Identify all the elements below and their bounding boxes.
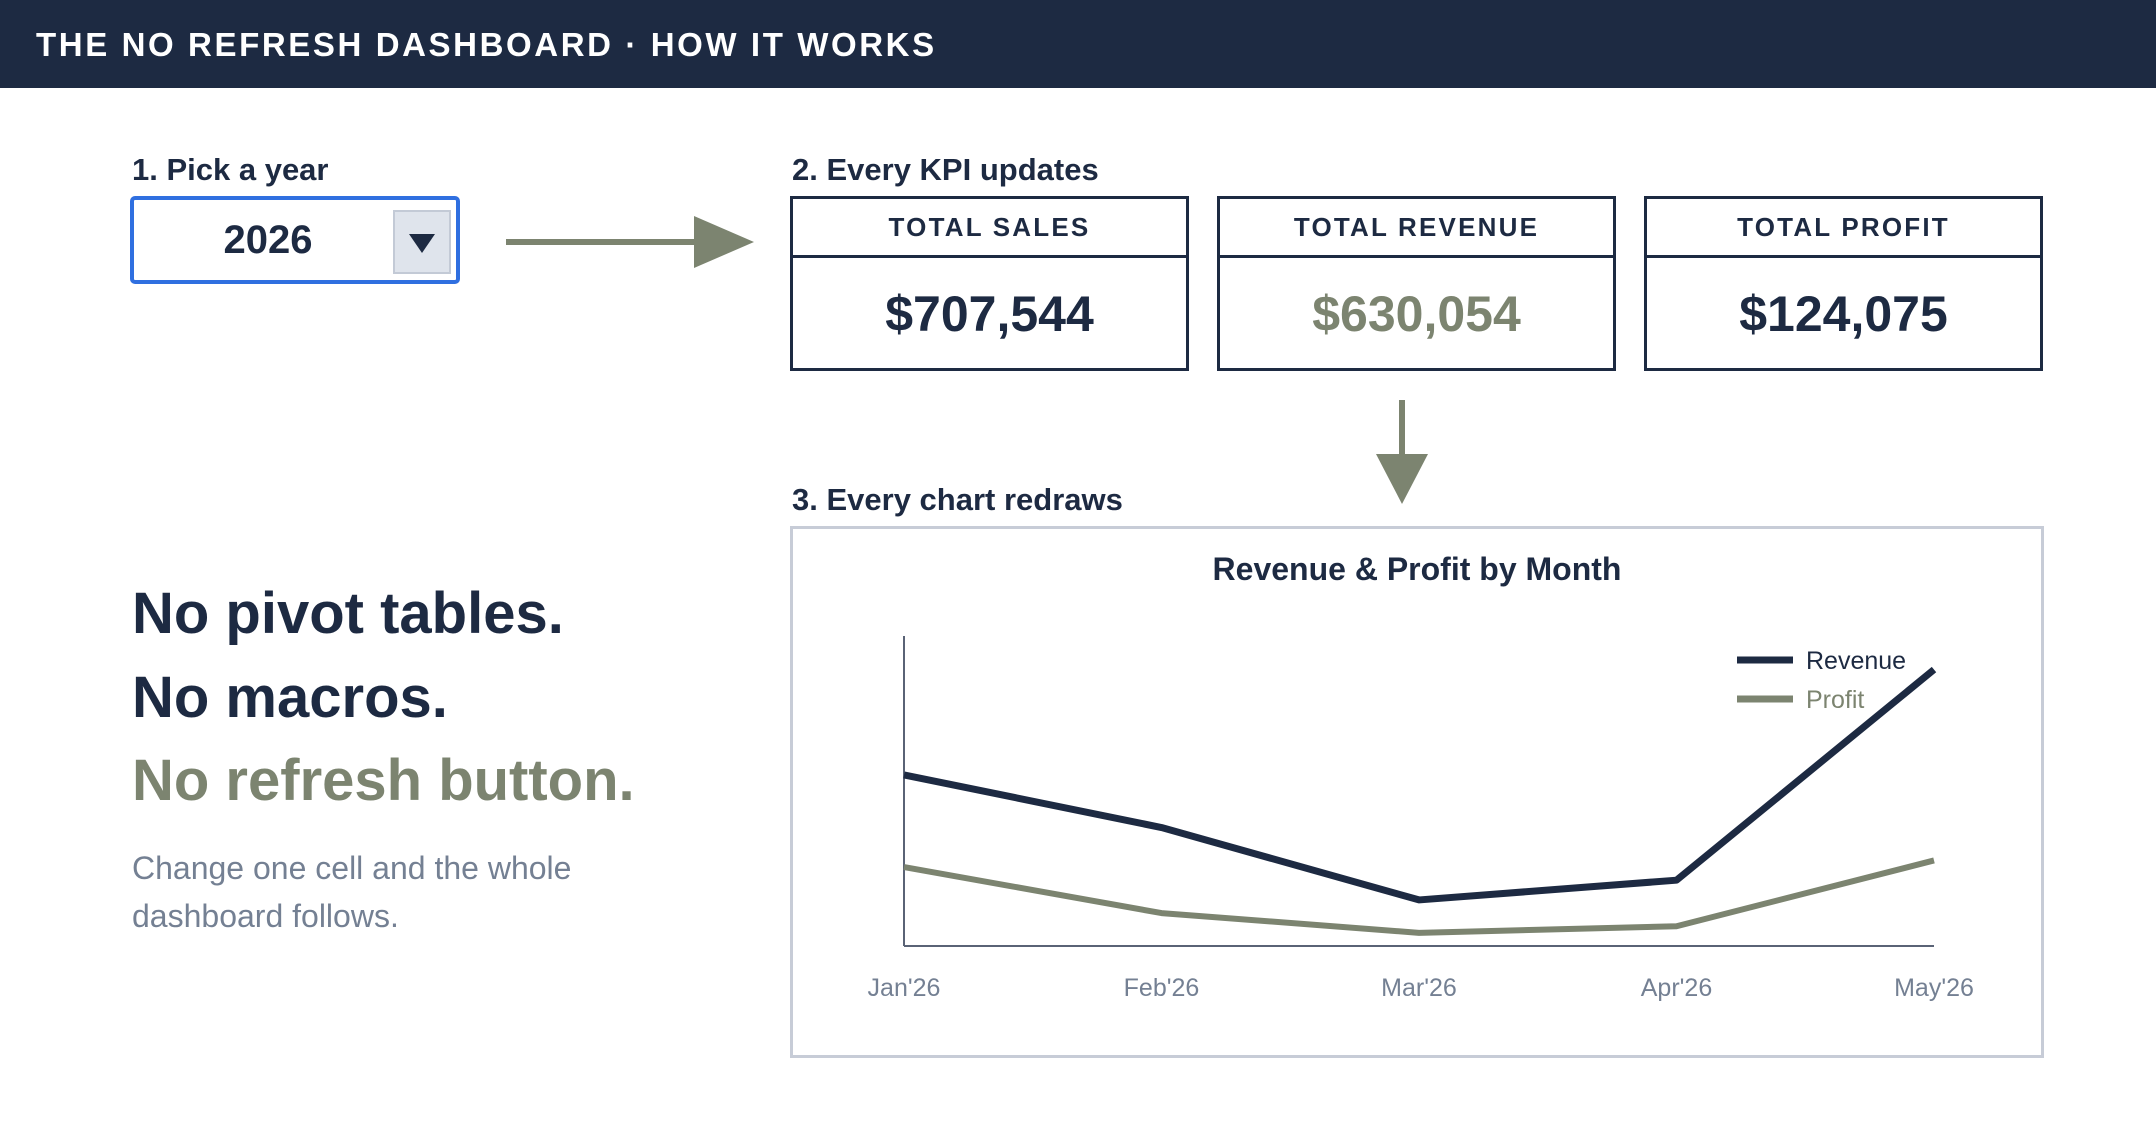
chart-panel: Revenue & Profit by Month Jan'26 Feb'26 Mar… xyxy=(790,526,2044,1058)
year-dropdown[interactable]: 2026 xyxy=(130,196,460,284)
step-pick-year-label: 1. Pick a year xyxy=(132,152,329,187)
x-tick-label: May'26 xyxy=(1894,974,1974,1002)
header-bar: THE NO REFRESH DASHBOARD · HOW IT WORKS xyxy=(0,0,2156,88)
tagline-no-refresh-button: No refresh button. xyxy=(132,748,635,813)
line-chart: Revenue & Profit by Month Jan'26 Feb'26 Mar… xyxy=(868,551,1974,1002)
x-tick-label: Mar'26 xyxy=(1381,974,1457,1002)
kpi-label: TOTAL PROFIT xyxy=(1647,199,2040,258)
legend-label-revenue: Revenue xyxy=(1806,647,1906,675)
dropdown-button[interactable] xyxy=(393,210,451,274)
kpi-card-total-sales: TOTAL SALES $707,544 xyxy=(790,196,1189,371)
step-chart-redraws-label: 3. Every chart redraws xyxy=(792,482,1123,517)
arrow-right-icon xyxy=(506,216,754,268)
kpi-value: $707,544 xyxy=(885,286,1094,342)
x-tick-label: Jan'26 xyxy=(868,974,941,1002)
kpi-value: $124,075 xyxy=(1739,286,1948,342)
x-tick-label: Feb'26 xyxy=(1124,974,1200,1002)
kpi-card-total-revenue: TOTAL REVENUE $630,054 xyxy=(1217,196,1616,371)
kpi-value: $630,054 xyxy=(1312,286,1521,342)
tagline-no-pivot-tables: No pivot tables. xyxy=(132,581,564,646)
page-title: THE NO REFRESH DASHBOARD · HOW IT WORKS xyxy=(36,26,937,63)
series-line-revenue xyxy=(903,666,1937,904)
kpi-label: TOTAL SALES xyxy=(793,199,1186,258)
year-dropdown-value[interactable]: 2026 xyxy=(223,218,313,262)
x-tick-label: Apr'26 xyxy=(1641,974,1712,1002)
kpi-card-total-profit: TOTAL PROFIT $124,075 xyxy=(1644,196,2043,371)
chevron-down-icon xyxy=(409,234,435,253)
chart-title: Revenue & Profit by Month xyxy=(1213,551,1622,587)
step-kpi-updates-label: 2. Every KPI updates xyxy=(792,152,1099,187)
tagline-no-macros: No macros. xyxy=(132,665,448,730)
tagline-subtext: Change one cell and the whole dashboard … xyxy=(132,850,572,934)
series-line-profit xyxy=(903,857,1935,936)
arrow-down-icon xyxy=(1376,400,1428,504)
kpi-label: TOTAL REVENUE xyxy=(1220,199,1613,258)
legend-label-profit: Profit xyxy=(1806,686,1864,714)
